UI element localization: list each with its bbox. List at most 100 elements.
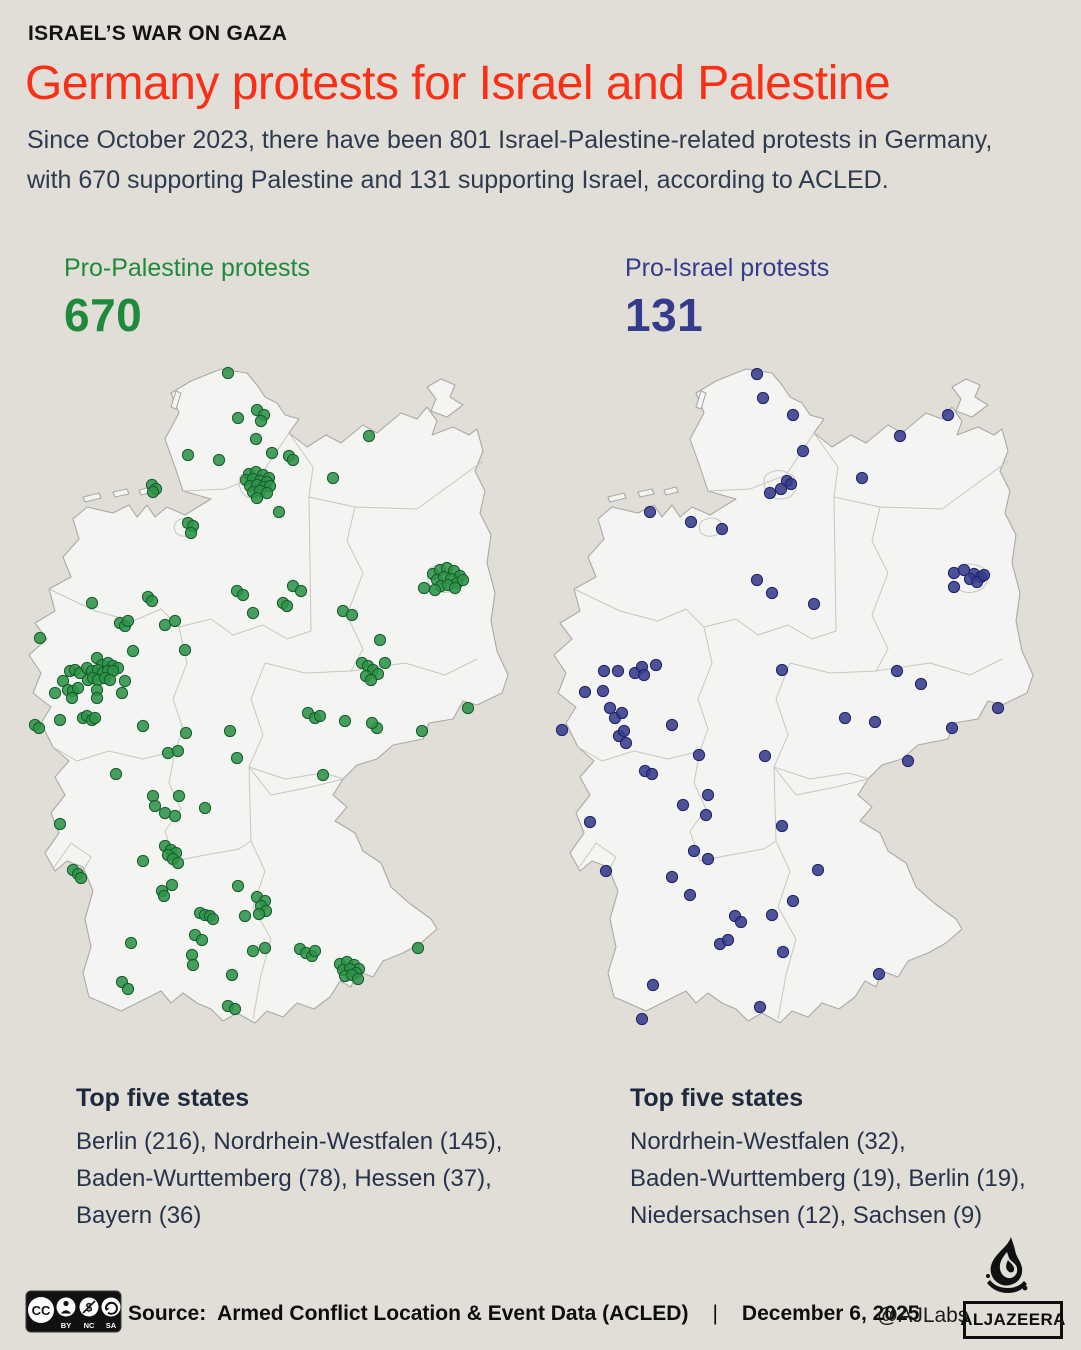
protest-dot [597,664,611,678]
cc-by-label: BY [61,1321,71,1330]
protest-dot [172,789,186,803]
protest-dot [753,1000,767,1014]
protest-dot [734,915,748,929]
protest-dot [868,715,882,729]
germany-map-palestine [28,366,509,1024]
protest-dot [941,408,955,422]
protest-dot [774,482,788,496]
top-states-palestine: Top five states Berlin (216), Nordrhein-… [76,1084,556,1234]
protest-dot [945,721,959,735]
protest-dot [721,933,735,947]
protest-dot [65,691,79,705]
protest-dot [784,477,798,491]
protest-dot [90,691,104,705]
protest-dot [53,713,67,727]
protest-dot [637,668,651,682]
protest-dot [165,878,179,892]
protest-dot [775,663,789,677]
ajlabs-credit: @AJLabs [877,1304,969,1327]
protest-dot [643,505,657,519]
protest-dot [198,801,212,815]
protest-dot [136,719,150,733]
protest-dot [246,606,260,620]
protest-dot [855,471,869,485]
protest-dot [373,633,387,647]
protest-dot [807,597,821,611]
protest-dot [890,664,904,678]
pro-palestine-label: Pro-Palestine protests [64,254,310,282]
cc-license-badge: CC $ BY NC SA [25,1290,122,1333]
protest-dot [763,486,777,500]
protest-dot [617,724,631,738]
protest-dot [126,644,140,658]
protest-dot [221,366,235,380]
protest-dot [115,686,129,700]
protest-dot [665,718,679,732]
source-label: Source: [128,1302,207,1325]
protest-dot [118,674,132,688]
protest-dot [254,414,268,428]
protest-dot [338,714,352,728]
protest-dot [583,815,597,829]
protest-dot [148,799,162,813]
protest-dot [178,643,192,657]
protest-dot [179,726,193,740]
aljazeera-flame-icon [986,1237,1028,1293]
protest-dot [109,767,123,781]
protest-dot [362,429,376,443]
protest-dot [619,736,633,750]
protest-dot [53,817,67,831]
protest-dot [750,367,764,381]
protest-dot [461,701,475,715]
protest-dot [776,945,790,959]
cc-icon [28,1297,54,1323]
protest-dot [411,941,425,955]
source-line: Source: Armed Conflict Location & Event … [128,1302,919,1326]
page-subtitle: Since October 2023, there have been 801 … [27,126,993,194]
protest-dot [611,664,625,678]
protest-dot [555,723,569,737]
protest-dot [171,856,185,870]
protest-dot [796,444,810,458]
protest-dot [775,819,789,833]
protest-dot [223,724,237,738]
protest-dot [378,656,392,670]
protest-dot [765,908,779,922]
protest-dot [236,588,250,602]
protest-dot [136,854,150,868]
protest-dot [596,684,610,698]
protest-dot [578,685,592,699]
pro-palestine-count: 670 [64,289,143,341]
protest-dot [171,744,185,758]
protest-dot [365,716,379,730]
protest-dot [947,580,961,594]
protest-dot [280,599,294,613]
protest-dot [838,711,852,725]
protest-dot [250,491,264,505]
protest-dot [124,936,138,950]
protest-dot [701,852,715,866]
protest-dot [758,749,772,763]
protest-dot [260,486,274,500]
protest-dot [157,889,171,903]
date: December 6, 2025 [741,1302,920,1325]
protest-dot [649,658,663,672]
protest-dot [146,789,160,803]
protest-dot [699,808,713,822]
protest-dot [687,844,701,858]
protest-dot [228,1002,242,1016]
protest-dot [364,673,378,687]
protest-dot [417,581,431,595]
protest-dot [168,809,182,823]
cc-sa-label: SA [106,1321,117,1330]
protest-dot [456,573,470,587]
kicker: ISRAEL’S WAR ON GAZA [28,22,288,45]
protest-dot [448,581,462,595]
protest-dot [121,614,135,628]
protest-dot [185,948,199,962]
protest-dot [428,583,442,597]
cc-by-icon [56,1297,76,1317]
protest-dot [635,1012,649,1026]
protest-dot [161,746,175,760]
protest-dot [212,453,226,467]
